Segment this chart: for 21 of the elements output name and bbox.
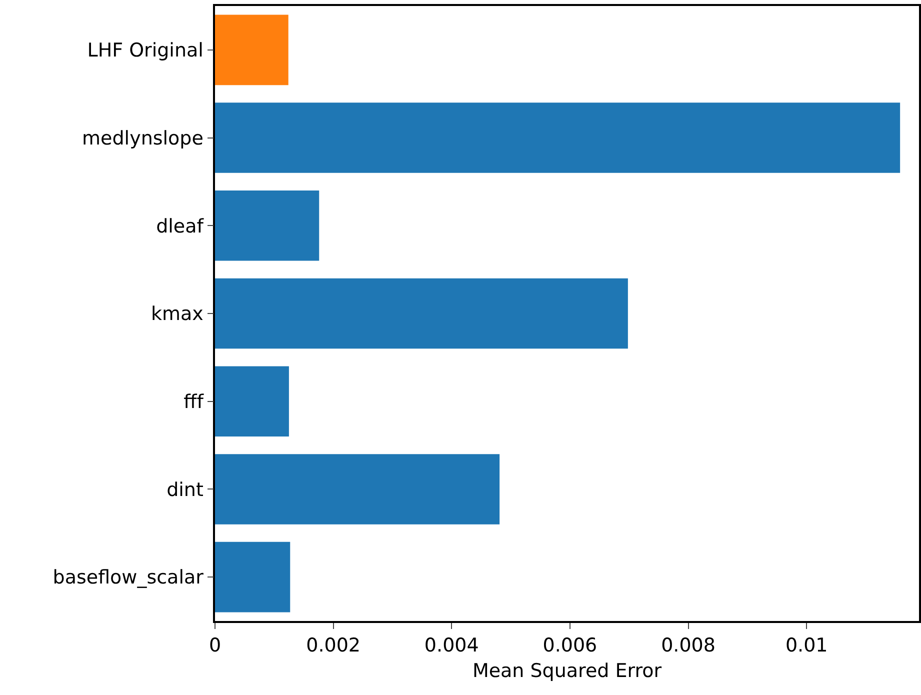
y-tick-label: LHF Original [87,40,204,62]
bar [215,366,289,436]
bar [215,190,320,261]
y-tick-label: baseflow_scalar [52,566,204,589]
y-tick-label: kmax [151,303,204,326]
x-tick-label: 0.002 [306,634,361,657]
x-axis-title: Mean Squared Error [472,660,662,682]
x-tick-label: 0.006 [542,634,598,657]
bar [215,454,500,524]
bar [215,14,288,86]
y-tick-label: dleaf [156,215,205,238]
x-tick-label: 0.01 [785,634,828,657]
y-tick-label: fff [184,391,205,414]
x-tick-label: 0.004 [424,634,479,657]
y-tick-label: medlynslope [82,127,204,150]
bar [215,278,628,349]
y-tick-label: dint [166,478,204,501]
bar [215,102,900,173]
x-tick-label: 0 [208,634,222,657]
x-tick-label: 0.008 [661,634,716,657]
bar [215,542,290,612]
